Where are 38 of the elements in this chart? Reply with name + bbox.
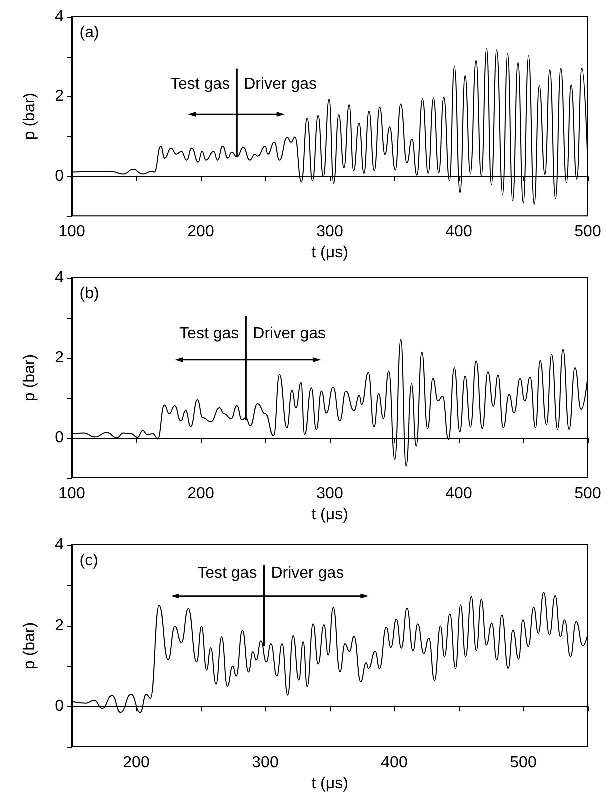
annotation: Driver gas <box>271 564 344 582</box>
y-axis-title: p (bar) <box>22 354 38 402</box>
annotation: (c) <box>80 552 98 570</box>
y-tick-label: 0 <box>55 698 64 716</box>
x-tick-label: 400 <box>381 754 408 772</box>
x-tick-label: 200 <box>123 754 150 772</box>
y-tick-label: 2 <box>55 350 64 366</box>
x-tick-label: 500 <box>574 486 602 502</box>
x-tick-label: 300 <box>316 224 344 241</box>
x-tick-label: 300 <box>252 754 279 772</box>
x-tick-label: 400 <box>446 486 472 502</box>
annotation: Test gas <box>198 564 258 582</box>
x-tick-label: 500 <box>574 224 602 241</box>
x-tick-label: 100 <box>58 486 86 502</box>
y-axis-title: p (bar) <box>22 622 38 670</box>
x-tick-label: 500 <box>510 754 537 772</box>
y-tick-label: 4 <box>55 8 64 26</box>
y-tick-label: 0 <box>55 168 64 185</box>
x-tick-label: 300 <box>316 486 344 502</box>
x-tick-label: 100 <box>58 224 86 241</box>
annotation: Test gas <box>170 76 230 94</box>
annotation: Driver gas <box>253 326 326 342</box>
y-axis-title: p (bar) <box>22 92 38 140</box>
x-axis-title: t (μs) <box>312 775 348 792</box>
y-tick-label: 4 <box>55 536 64 554</box>
annotation: (a) <box>80 24 100 42</box>
y-tick-label: 0 <box>55 430 64 446</box>
annotation: (b) <box>80 286 100 302</box>
x-tick-label: 200 <box>188 224 214 241</box>
y-tick-label: 2 <box>55 617 64 634</box>
x-tick-label: 200 <box>188 486 214 502</box>
x-tick-label: 400 <box>446 224 472 241</box>
annotation: Driver gas <box>244 76 318 94</box>
x-axis-title: t (μs) <box>312 506 348 524</box>
y-tick-label: 4 <box>55 270 64 286</box>
annotation: Test gas <box>180 326 240 342</box>
x-axis-title: t (μs) <box>312 244 348 262</box>
y-tick-label: 2 <box>55 88 64 106</box>
